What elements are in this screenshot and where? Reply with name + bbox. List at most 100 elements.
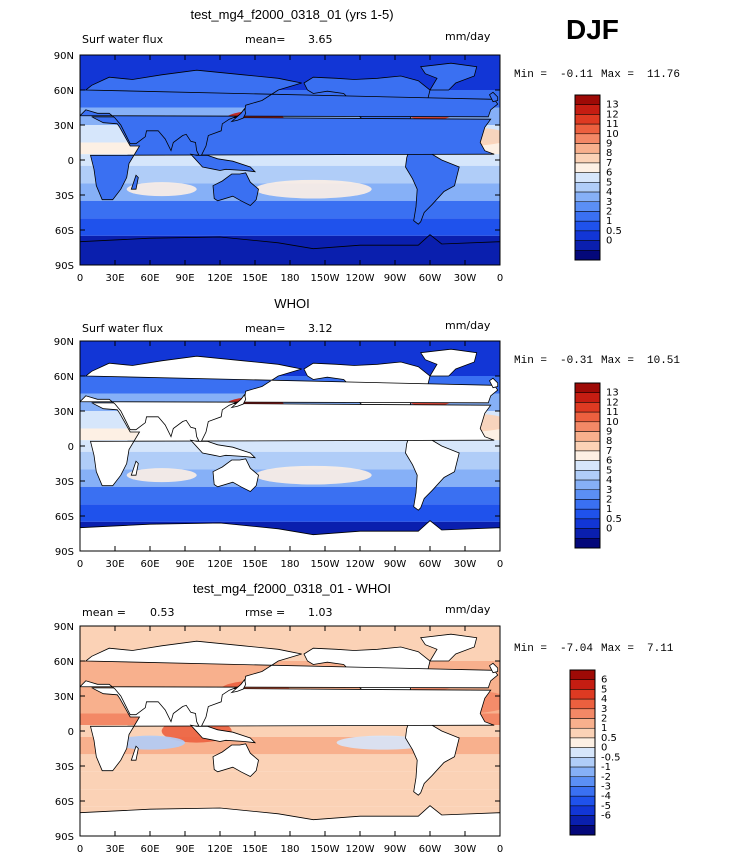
continent-japan [230,107,247,123]
y-tick-label: 30S [55,762,74,773]
x-tick-label: 60W [419,273,442,284]
colorbar-swatch [569,825,596,836]
colorbar-label: 9 [606,427,612,438]
panel-1-field [80,55,500,265]
continent-uk [488,662,499,674]
continent-uk [488,91,499,103]
y-tick-label: 90S [55,832,74,843]
colorbar-swatch [574,470,601,481]
colorbar-swatch [574,421,601,432]
x-tick-label: 0 [497,844,503,855]
colorbar-label: 0.5 [601,733,617,744]
y-tick-label: 90S [55,261,74,272]
y-tick-label: 0 [68,156,74,167]
colorbar-label: 12 [606,109,619,120]
field-blob [255,179,372,199]
colorbar-label: 1 [606,216,612,227]
panel-3-rmse-label: rmse = [245,606,286,619]
x-tick-label: 90W [384,273,407,284]
continent-greenland [420,633,478,662]
panel-1-mean-value: 3.65 [308,33,333,46]
panel-2-mean-label: mean= [245,322,286,335]
x-tick-label: 30W [454,844,477,855]
colorbar-swatch [569,708,596,719]
x-tick-label: 30W [454,559,477,570]
panel-2-min-label: Min = [514,355,548,367]
x-tick-label: 60E [140,559,159,570]
colorbar-label: -2 [601,772,611,783]
x-tick-label: 60W [419,559,442,570]
y-tick-label: 30S [55,477,74,488]
colorbar-label: 7 [606,446,612,457]
colorbar-label: 3 [606,197,612,208]
colorbar-swatch [569,776,596,787]
panel-3-min-label: Min = [514,643,548,655]
y-tick-label: 60S [55,512,74,523]
continent-samerica [405,432,460,511]
x-tick-label: 120E [207,844,232,855]
panel-1-units: mm/day [445,30,491,43]
x-tick-label: 90E [175,273,194,284]
panel-2-field [80,341,500,551]
colorbar-swatch [569,698,596,710]
colorbar-swatch [574,460,601,471]
continent-samerica [405,146,460,225]
colorbar-swatch [569,727,596,739]
continent-japan [230,678,247,694]
x-tick-label: 30E [105,273,124,284]
colorbar-label: 2 [606,206,612,217]
x-tick-label: 0 [497,273,503,284]
panel-1-max-label: Max = [601,69,635,81]
colorbar-label: 2 [601,714,607,725]
colorbar-swatch [569,805,596,816]
colorbar-label: 3 [601,704,607,715]
colorbar-swatch [574,382,601,393]
colorbar-swatch [569,747,596,758]
colorbar-label: 6 [606,456,612,467]
panel-3-min-value: -7.04 [560,643,594,655]
panel-2-map: 0 30E 60E 90E 120E 150E 180 150W 120W 90W 60W 30W 09… [54,337,622,570]
colorbar-label: 11 [606,119,619,130]
colorbar-swatch [574,104,601,115]
colorbar-label: 7 [606,158,612,169]
y-tick-label: 90S [55,547,74,558]
y-tick-label: 90N [54,337,74,348]
colorbar-swatch [569,766,596,778]
panel-2-min-value: -0.31 [560,355,594,367]
continent-antarctica [80,234,500,265]
x-tick-label: 150E [242,273,267,284]
colorbar-swatch [574,431,601,442]
field-band [80,725,500,737]
colorbar-swatch [574,201,601,212]
colorbar-label: -0.5 [601,752,621,763]
colorbar-swatch [574,211,601,222]
continent-eurasia [80,640,499,730]
y-tick-label: 0 [68,442,74,453]
y-tick-label: 30N [54,692,74,703]
colorbar-swatch [569,815,596,826]
colorbar-label: 6 [601,675,607,686]
colorbar-label: -5 [601,801,611,812]
colorbar-swatch [574,123,601,135]
y-tick-label: 90N [54,622,74,633]
colorbar-label: 11 [606,407,619,418]
panel-2-field-label: Surf water flux [82,322,164,335]
colorbar-label: 8 [606,148,612,159]
x-tick-label: 0 [497,559,503,570]
panel-1-map: 0 30E 60E 90E 120E 150E 180 150W 120W 90W 60W 30W 09… [54,51,622,284]
colorbar-swatch [574,392,601,403]
x-tick-label: 0 [77,559,83,570]
x-tick-label: 0 [77,273,83,284]
x-tick-label: 180 [280,559,299,570]
colorbar-swatch [574,411,601,423]
colorbar-swatch [569,737,596,748]
x-tick-label: 30W [454,273,477,284]
y-tick-label: 60N [54,372,74,383]
field-band [80,200,500,219]
colorbar-label: 9 [606,139,612,150]
colorbar-swatch [574,489,601,500]
y-tick-label: 90N [54,51,74,62]
x-tick-label: 150W [311,559,340,570]
continent-madagascar [130,745,139,761]
